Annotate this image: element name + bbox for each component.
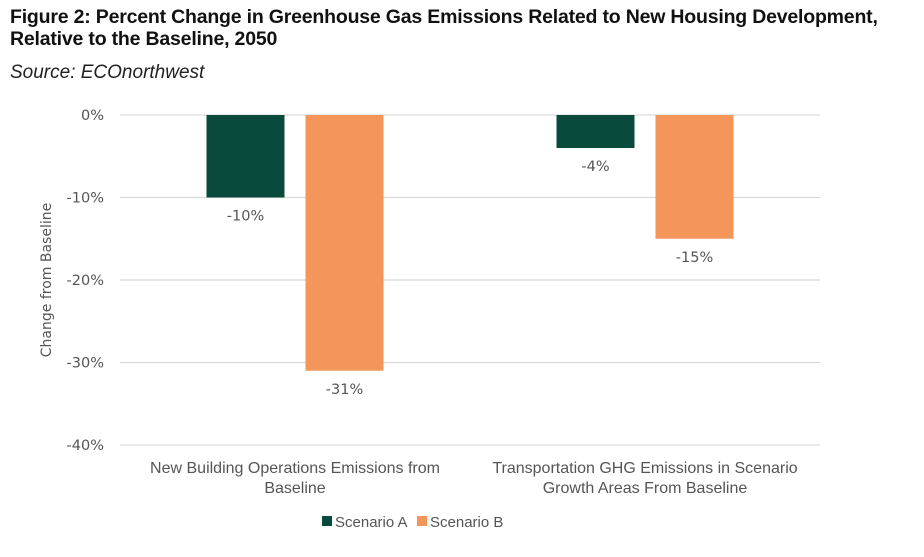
- y-axis-ticks: 0% -10% -20% -30% -40%: [67, 108, 104, 454]
- y-axis-label: Change from Baseline: [39, 203, 55, 357]
- legend-label: Scenario B: [430, 514, 503, 531]
- bar-scenario-b: [655, 115, 734, 239]
- legend: Scenario A Scenario B: [322, 514, 503, 531]
- category-label: New Building Operations Emissions from Ba…: [150, 460, 440, 497]
- data-label: -15%: [676, 250, 713, 266]
- legend-swatch: [322, 516, 332, 526]
- data-label: -4%: [581, 159, 609, 175]
- y-tick-label: -30%: [67, 356, 104, 372]
- legend-item: Scenario A: [322, 514, 408, 531]
- bars: [206, 115, 734, 371]
- legend-swatch: [417, 516, 427, 526]
- y-tick-label: -40%: [67, 438, 104, 454]
- y-tick-label: -20%: [67, 273, 104, 289]
- legend-item: Scenario B: [417, 514, 503, 531]
- bar-scenario-a: [206, 115, 285, 198]
- figure-title: Figure 2: Percent Change in Greenhouse G…: [10, 6, 878, 50]
- bar-scenario-b: [305, 115, 384, 371]
- figure-source: Source: ECOnorthwest: [10, 62, 205, 83]
- data-labels: -10% -4% -31% -15%: [227, 159, 713, 398]
- category-label: Transportation GHG Emissions in Scenario…: [492, 460, 797, 497]
- legend-label: Scenario A: [335, 514, 408, 531]
- data-label: -31%: [326, 382, 363, 398]
- category-labels: New Building Operations Emissions from Ba…: [150, 460, 798, 497]
- y-tick-label: 0%: [81, 108, 104, 124]
- data-label: -10%: [227, 209, 264, 225]
- y-tick-label: -10%: [67, 191, 104, 207]
- bar-scenario-a: [556, 115, 635, 148]
